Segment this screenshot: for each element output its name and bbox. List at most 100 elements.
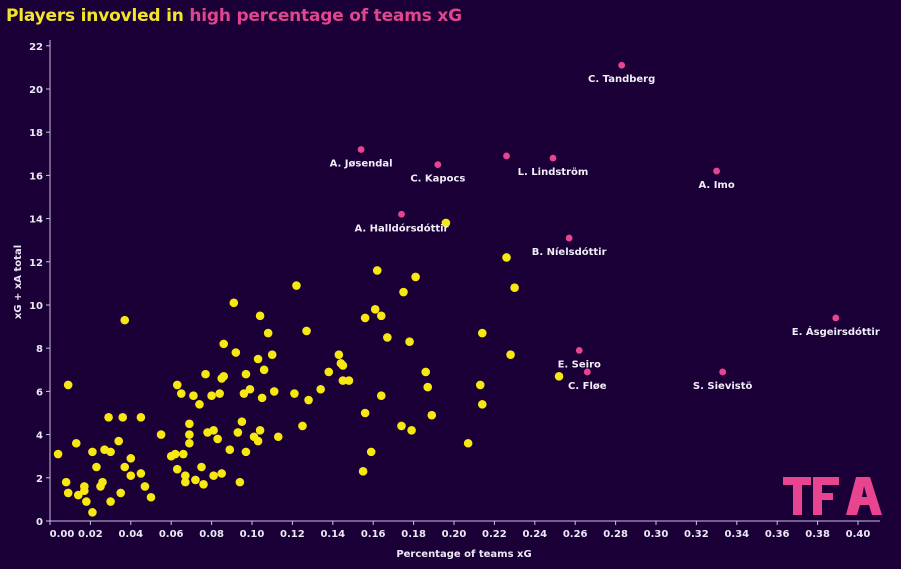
player-point bbox=[217, 469, 226, 478]
player-point bbox=[269, 387, 279, 396]
title-part-pink: high percentage of teams xG bbox=[189, 6, 462, 26]
player-point bbox=[259, 365, 269, 375]
x-tick-label: 0.18 bbox=[401, 529, 426, 540]
player-point bbox=[191, 475, 200, 485]
player-point bbox=[209, 425, 218, 435]
player-point bbox=[376, 311, 386, 321]
player-point bbox=[231, 348, 241, 357]
player-point bbox=[181, 477, 190, 487]
x-tick-label: 0.12 bbox=[280, 529, 305, 540]
player-point bbox=[411, 272, 420, 282]
player-label: C. Tandberg bbox=[588, 74, 655, 85]
player-point bbox=[233, 428, 243, 437]
player-point bbox=[477, 328, 487, 338]
player-point bbox=[80, 486, 89, 496]
player-point bbox=[304, 395, 313, 405]
x-tick-label: 0.32 bbox=[684, 529, 709, 540]
highlighted-player-point bbox=[618, 61, 626, 69]
y-tick-label: 22 bbox=[29, 42, 43, 53]
player-point bbox=[475, 380, 485, 390]
player-point bbox=[255, 311, 265, 321]
highlighted-player-point bbox=[719, 368, 727, 376]
axes: 0 2 4 6 8 10 12 14 16 18 20 22 0.00 0.02 0.04 0.06 0.08 0… bbox=[29, 40, 880, 540]
player-point bbox=[338, 376, 348, 385]
y-axis-label: xG + xA total bbox=[13, 245, 24, 319]
x-tick-label: 0.04 bbox=[118, 529, 143, 540]
logo-shape bbox=[813, 493, 833, 500]
player-point bbox=[290, 389, 299, 398]
highlighted-player-point bbox=[357, 146, 365, 153]
player-point bbox=[399, 287, 408, 297]
player-point bbox=[156, 430, 166, 439]
player-point bbox=[140, 482, 150, 491]
x-tick-label: 0.30 bbox=[644, 529, 669, 540]
player-point bbox=[267, 350, 277, 359]
player-point bbox=[185, 419, 194, 429]
highlighted-player-point bbox=[583, 368, 591, 376]
player-point bbox=[146, 492, 156, 502]
player-point bbox=[219, 339, 229, 349]
player-point bbox=[104, 413, 113, 422]
y-tick-label: 8 bbox=[36, 344, 43, 355]
x-tick-label: 0.26 bbox=[563, 529, 588, 540]
player-point bbox=[360, 313, 370, 323]
highlighted-player-point bbox=[713, 167, 720, 175]
player-point bbox=[63, 488, 73, 498]
player-point bbox=[177, 389, 186, 398]
player-point bbox=[63, 380, 73, 390]
logo-shape bbox=[813, 477, 839, 485]
player-point bbox=[215, 389, 224, 398]
player-point bbox=[120, 315, 130, 325]
player-point bbox=[120, 462, 130, 472]
x-tick-label: 0.06 bbox=[159, 529, 184, 540]
highlighted-player-point bbox=[575, 346, 583, 354]
y-tick-label: 18 bbox=[29, 128, 43, 139]
player-label: S. Sievistö bbox=[693, 381, 753, 392]
player-label: A. Imo bbox=[698, 180, 734, 191]
player-point bbox=[213, 434, 222, 444]
x-tick-label: 0.40 bbox=[846, 529, 871, 540]
player-point bbox=[338, 361, 348, 370]
player-point bbox=[292, 281, 301, 290]
x-tick-label: 0.16 bbox=[361, 529, 386, 540]
player-point bbox=[185, 430, 194, 439]
player-label: E. Seiro bbox=[558, 359, 601, 370]
highlighted-player-point bbox=[434, 161, 442, 169]
player-point bbox=[92, 462, 101, 472]
player-point bbox=[253, 354, 263, 364]
player-label: B. Níelsdóttir bbox=[532, 246, 607, 258]
player-point bbox=[118, 413, 128, 422]
x-tick-label: 0.28 bbox=[603, 529, 628, 540]
y-tick-label: 10 bbox=[29, 301, 43, 312]
player-point bbox=[510, 283, 519, 293]
player-label: L. Lindström bbox=[518, 167, 589, 178]
x-tick-label: 0.36 bbox=[765, 529, 790, 540]
player-point bbox=[441, 218, 451, 228]
chart-title: Players invovled in high percentage of t… bbox=[6, 6, 462, 26]
x-tick-label: 0.14 bbox=[320, 529, 345, 540]
highlighted-player-point bbox=[398, 210, 405, 218]
logo-shape bbox=[846, 477, 882, 515]
player-point bbox=[136, 469, 146, 478]
y-tick-label: 14 bbox=[29, 215, 43, 226]
player-point bbox=[253, 436, 263, 446]
player-point bbox=[405, 337, 414, 347]
x-tick-label: 0.10 bbox=[240, 529, 265, 540]
player-point bbox=[273, 432, 283, 442]
player-point bbox=[358, 467, 368, 476]
player-point bbox=[170, 449, 180, 459]
player-point bbox=[225, 445, 235, 455]
player-point bbox=[207, 391, 216, 401]
player-point bbox=[209, 471, 218, 480]
y-tick-label: 4 bbox=[36, 431, 43, 442]
y-tick-label: 0 bbox=[36, 517, 43, 528]
player-point bbox=[185, 438, 194, 448]
player-point bbox=[370, 305, 380, 314]
player-point bbox=[229, 298, 239, 308]
player-point bbox=[344, 376, 354, 385]
highlighted-player-point bbox=[832, 314, 840, 322]
player-label: A. Halldórsdóttir bbox=[354, 222, 448, 234]
y-tick-label: 16 bbox=[29, 171, 43, 182]
player-label: C. Fløe bbox=[568, 381, 607, 392]
